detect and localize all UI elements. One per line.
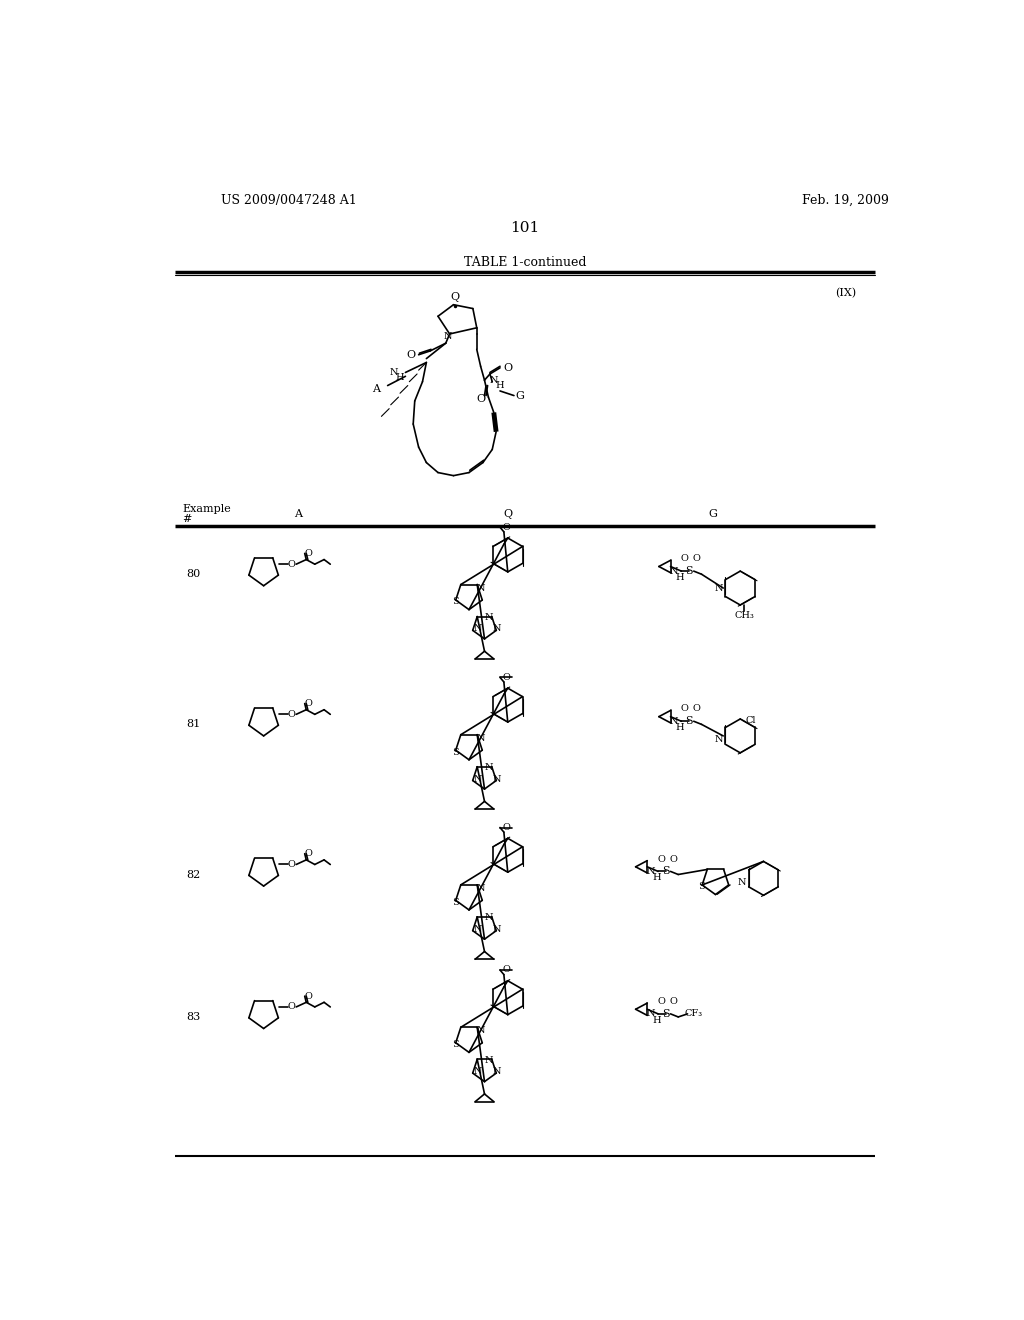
Text: S: S (698, 882, 705, 891)
Text: S: S (663, 1008, 670, 1019)
Text: S: S (685, 566, 693, 576)
Text: N: N (493, 775, 501, 784)
Text: H: H (496, 381, 504, 389)
Text: S: S (452, 898, 459, 907)
Text: O: O (288, 1002, 296, 1011)
Text: (IX): (IX) (836, 288, 856, 298)
Text: O: O (288, 861, 296, 869)
Text: CH₃: CH₃ (734, 611, 754, 619)
Text: O: O (693, 705, 700, 713)
Text: O: O (304, 700, 312, 708)
Text: H: H (652, 873, 660, 882)
Text: CF₃: CF₃ (685, 1010, 702, 1018)
Text: O: O (502, 523, 510, 532)
Text: O: O (693, 554, 700, 564)
Text: N: N (476, 583, 485, 593)
Text: Feb. 19, 2009: Feb. 19, 2009 (802, 194, 889, 207)
Text: O: O (503, 363, 512, 372)
Text: Q: Q (451, 292, 460, 302)
Text: N: N (474, 775, 482, 784)
Text: 83: 83 (186, 1012, 201, 1022)
Text: O: O (670, 854, 678, 863)
Text: Cl: Cl (745, 715, 757, 725)
Text: O: O (304, 991, 312, 1001)
Text: N: N (489, 376, 498, 384)
Text: N: N (476, 884, 485, 892)
Text: N: N (476, 1027, 485, 1035)
Text: S: S (685, 717, 693, 726)
Text: O: O (502, 673, 510, 682)
Text: N: N (646, 867, 654, 876)
Text: 80: 80 (186, 569, 201, 579)
Text: O: O (304, 849, 312, 858)
Text: O: O (670, 997, 678, 1006)
Text: 81: 81 (186, 719, 201, 730)
Text: A: A (295, 510, 302, 519)
Text: N: N (493, 925, 501, 933)
Text: US 2009/0047248 A1: US 2009/0047248 A1 (221, 194, 356, 207)
Text: N: N (484, 763, 493, 772)
Text: Q: Q (503, 510, 512, 519)
Text: N: N (474, 624, 482, 634)
Text: O: O (288, 560, 296, 569)
Text: S: S (452, 747, 459, 756)
Text: H: H (395, 374, 403, 383)
Text: N: N (493, 624, 501, 634)
Text: N: N (474, 925, 482, 933)
Text: N: N (443, 331, 453, 341)
Text: N: N (670, 717, 678, 726)
Text: G: G (709, 510, 718, 519)
Text: O: O (502, 965, 510, 974)
Text: 101: 101 (510, 220, 540, 235)
Text: O: O (476, 393, 485, 404)
Text: A: A (372, 384, 380, 395)
Text: N: N (476, 734, 485, 743)
Text: O: O (502, 824, 510, 832)
Text: S: S (452, 598, 459, 606)
Text: N: N (484, 913, 493, 923)
Text: O: O (304, 549, 312, 558)
Text: S: S (663, 866, 670, 876)
Text: N: N (715, 583, 723, 593)
Text: O: O (657, 997, 666, 1006)
Text: H: H (676, 723, 684, 731)
Text: N: N (715, 735, 723, 744)
Text: H: H (676, 573, 684, 582)
Text: O: O (407, 350, 416, 360)
Text: O: O (681, 705, 688, 713)
Text: O: O (288, 710, 296, 719)
Text: 82: 82 (186, 870, 201, 879)
Text: N: N (474, 1067, 482, 1076)
Text: N: N (646, 1010, 654, 1018)
Text: O: O (657, 854, 666, 863)
Text: N: N (484, 612, 493, 622)
Text: N: N (389, 368, 398, 378)
Text: TABLE 1-continued: TABLE 1-continued (464, 256, 586, 269)
Text: N: N (493, 1067, 501, 1076)
Text: Example: Example (182, 504, 231, 513)
Text: N: N (670, 566, 678, 576)
Text: O: O (681, 554, 688, 564)
Text: H: H (652, 1015, 660, 1024)
Text: N: N (484, 1056, 493, 1064)
Text: G: G (515, 391, 524, 400)
Text: #: # (182, 513, 191, 524)
Text: N: N (737, 878, 746, 887)
Text: S: S (452, 1040, 459, 1049)
